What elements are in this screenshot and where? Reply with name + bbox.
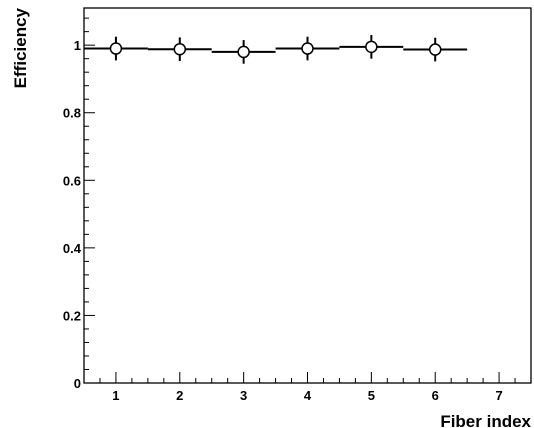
data-point [403, 37, 468, 62]
y-tick-label: 0.8 [63, 106, 81, 121]
data-point [147, 37, 212, 62]
data-marker [365, 40, 378, 54]
x-tick-label: 7 [495, 388, 502, 403]
x-tick-label: 5 [368, 388, 375, 403]
data-point [84, 36, 148, 61]
data-point [339, 35, 404, 59]
x-axis-title: Fiber index [440, 412, 531, 428]
data-marker [237, 45, 250, 59]
x-tick-label: 4 [304, 388, 312, 403]
data-marker [109, 42, 123, 55]
plot-frame [83, 7, 532, 384]
tick-labels: 1 2 3 4 5 6 7 0 0.2 0.4 0.6 0.8 1 [63, 38, 503, 403]
y-tick-label: 0 [74, 376, 81, 391]
y-axis-title: Efficiency [11, 7, 30, 88]
y-tick-label: 0.4 [63, 241, 82, 256]
data-point [275, 36, 340, 61]
x-tick-label: 6 [432, 388, 439, 403]
x-tick-label: 3 [240, 388, 247, 403]
data-marker [428, 43, 442, 56]
data-marker [173, 42, 187, 56]
y-tick-label: 0.6 [63, 173, 81, 188]
data-series [84, 35, 468, 64]
y-tick-label: 1 [74, 38, 81, 53]
x-tick-label: 2 [176, 388, 183, 403]
axis-ticks [83, 17, 532, 384]
data-point [211, 40, 276, 64]
data-marker [301, 42, 314, 55]
y-tick-label: 0.2 [63, 308, 81, 323]
x-tick-label: 1 [112, 388, 119, 403]
